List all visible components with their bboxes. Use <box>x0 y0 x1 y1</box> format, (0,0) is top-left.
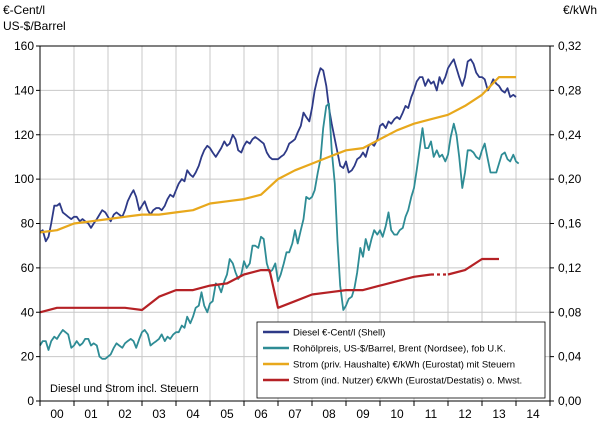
right-tick-label: 0,20 <box>558 172 582 186</box>
legend-label: Rohölpreis, US-$/Barrel, Brent (Nordsee)… <box>293 344 506 355</box>
left-tick-label: 160 <box>14 39 34 53</box>
left-axis-unit-1: €-Cent/l <box>3 3 45 17</box>
x-tick-label: 00 <box>50 407 64 421</box>
x-tick-label: 11 <box>425 407 438 421</box>
left-tick-label: 100 <box>14 172 34 186</box>
x-tick-label: 01 <box>84 407 98 421</box>
x-tick-label: 06 <box>254 407 268 421</box>
right-tick-label: 0,04 <box>558 350 582 364</box>
left-tick-label: 0 <box>27 394 34 408</box>
left-tick-label: 40 <box>21 305 35 319</box>
x-tick-label: 02 <box>118 407 132 421</box>
right-tick-label: 0,24 <box>558 128 582 142</box>
right-tick-label: 0,32 <box>558 39 582 53</box>
right-tick-label: 0,12 <box>558 261 582 275</box>
legend-box <box>256 321 546 399</box>
legend-label: Strom (ind. Nutzer) €/kWh (Eurostat/Dest… <box>293 376 522 387</box>
right-tick-label: 0,28 <box>558 83 582 97</box>
x-tick-label: 04 <box>186 407 200 421</box>
right-axis: 0,00 0,04 0,08 0,12 0,16 0,20 0,24 0,28 0,32 <box>550 39 582 408</box>
x-tick-label: 03 <box>152 407 166 421</box>
x-tick-label: 07 <box>288 407 302 421</box>
x-tick-label: 08 <box>322 407 336 421</box>
plot-frame <box>39 45 551 402</box>
x-tick-label: 10 <box>390 407 404 421</box>
right-axis-unit: €/kWh <box>563 3 597 17</box>
left-tick-label: 20 <box>21 350 35 364</box>
annotation: Diesel und Strom incl. Steuern <box>50 383 199 395</box>
x-tick-label: 14 <box>526 407 540 421</box>
x-tick-label: 09 <box>356 407 370 421</box>
series-line-1 <box>39 58 517 243</box>
legend-label: Strom (priv. Haushalte) €/kWh (Eurostat)… <box>293 360 515 371</box>
left-tick-label: 60 <box>21 261 35 275</box>
series-line-3 <box>39 75 516 234</box>
x-axis: 00 01 02 03 04 05 06 07 08 09 10 11 12 13 14 <box>39 401 551 421</box>
x-tick-label: 12 <box>458 407 472 421</box>
right-tick-label: 0,00 <box>558 394 582 408</box>
legend-label: Diesel €-Cent/l (Shell) <box>293 328 385 339</box>
legend: Diesel €-Cent/l (Shell) Rohölpreis, US-$/… <box>256 321 546 399</box>
left-axis-unit-2: US-$/Barrel <box>3 19 66 33</box>
left-tick-label: 80 <box>21 217 35 231</box>
series-line-4 <box>447 257 499 276</box>
series-line-2 <box>39 102 520 360</box>
x-tick-label: 13 <box>492 407 506 421</box>
series-lines <box>39 58 520 360</box>
series-line-4 <box>39 269 432 314</box>
x-tick-label: 05 <box>220 407 234 421</box>
left-axis: 0 20 40 60 80 100 120 140 160 <box>14 39 40 408</box>
left-tick-label: 120 <box>14 128 34 142</box>
left-tick-label: 140 <box>14 83 34 97</box>
right-tick-label: 0,16 <box>558 217 582 231</box>
right-tick-label: 0,08 <box>558 305 582 319</box>
